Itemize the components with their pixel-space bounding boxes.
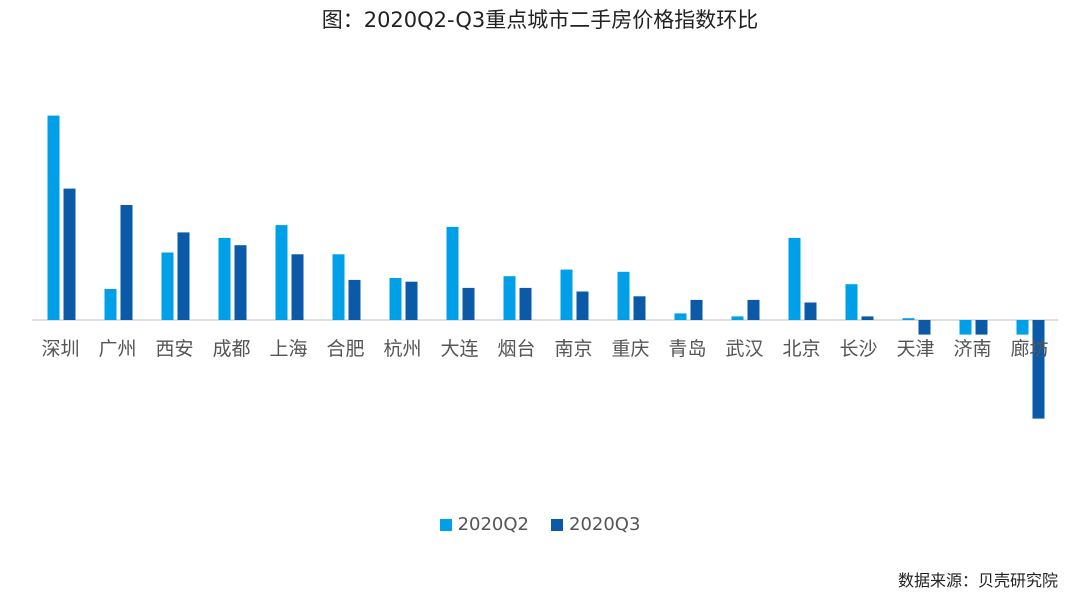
legend-label-q3: 2020Q3 (569, 514, 641, 535)
category-label: 青岛 (668, 338, 706, 360)
category-label: 杭州 (383, 338, 421, 360)
bar-q3-12 (747, 299, 760, 320)
bar-q3-3 (234, 245, 247, 320)
category-label: 西安 (155, 338, 193, 360)
category-label: 深圳 (41, 338, 79, 360)
bar-q2-9 (560, 269, 573, 320)
bar-q2-10 (617, 271, 630, 320)
bar-q3-7 (462, 287, 475, 320)
bar-q2-15 (902, 318, 915, 320)
category-label: 上海 (269, 338, 307, 360)
category-label: 南京 (554, 338, 592, 360)
bar-q3-14 (861, 316, 874, 320)
category-label: 合肥 (326, 338, 364, 360)
bar-q2-4 (275, 225, 288, 320)
bar-q3-8 (519, 287, 532, 320)
category-label: 广州 (98, 338, 136, 360)
category-label: 大连 (440, 338, 478, 360)
category-label: 长沙 (839, 338, 877, 360)
bar-q2-6 (389, 278, 402, 320)
legend-item-q3: 2020Q3 (551, 514, 640, 535)
category-label: 北京 (782, 338, 820, 360)
bar-q3-16 (975, 320, 988, 335)
category-label: 重庆 (611, 338, 649, 360)
category-label: 武汉 (725, 338, 763, 360)
bar-q2-13 (788, 237, 801, 320)
bar-q3-15 (918, 320, 931, 335)
legend-swatch-q3 (551, 518, 563, 531)
data-source: 数据来源：贝壳研究院 (897, 571, 1058, 590)
category-label: 济南 (953, 338, 991, 360)
category-label: 烟台 (497, 338, 535, 360)
bar-q3-0 (63, 188, 76, 320)
bar-q3-5 (348, 279, 361, 320)
bar-q3-2 (177, 232, 190, 320)
bar-q2-0 (47, 115, 60, 320)
bar-q2-8 (503, 276, 516, 320)
bar-q2-12 (731, 316, 744, 320)
bar-q3-11 (690, 299, 703, 320)
bar-q2-3 (218, 237, 231, 320)
chart-title: 图：2020Q2-Q3重点城市二手房价格指数环比 (321, 8, 759, 32)
category-label: 成都 (212, 338, 250, 360)
bar-q2-7 (446, 226, 459, 320)
category-label: 廊坊 (1010, 338, 1048, 360)
bar-q3-17 (1032, 320, 1045, 419)
bar-q2-2 (161, 252, 174, 320)
legend-item-q2: 2020Q2 (439, 514, 529, 535)
bar-q2-16 (959, 320, 972, 335)
legend-swatch-q2 (439, 518, 452, 531)
legend-label-q2: 2020Q2 (457, 514, 529, 535)
bar-q2-17 (1016, 320, 1029, 335)
bar-q3-9 (576, 291, 589, 320)
bar-chart: 深圳 广州 西安 成都 上海 合肥 杭州 大连 烟台 南京 重庆 青岛 武汉 北京 长沙 天津 济南 廊坊 (32, 115, 1058, 419)
bar-q3-13 (804, 302, 817, 320)
category-label: 天津 (896, 338, 934, 360)
bar-q2-1 (104, 289, 117, 320)
bar-q2-11 (674, 313, 687, 320)
bar-q3-1 (120, 205, 133, 320)
legend: 2020Q2 2020Q3 (0, 514, 1080, 535)
bar-q2-5 (332, 254, 345, 320)
bar-q3-10 (633, 296, 646, 320)
bar-q2-14 (845, 284, 858, 320)
bar-q3-6 (405, 281, 418, 320)
bar-q3-4 (291, 254, 304, 320)
